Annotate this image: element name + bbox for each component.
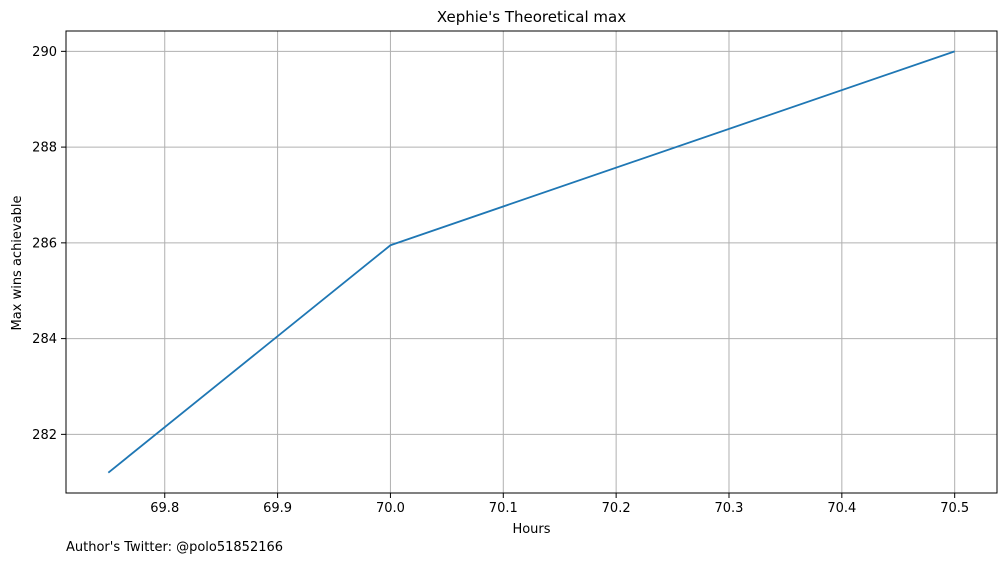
plot-area-frame: [65, 30, 998, 494]
x-tick-label: 70.3: [715, 501, 744, 516]
x-tick-label: 69.8: [150, 501, 179, 516]
axis-ticks: 69.8 69.9 70.0 70.1 70.2 70.3 70.4 70.5 282 284 28…: [32, 45, 969, 516]
y-tick-label: 288: [32, 141, 57, 156]
y-tick-label: 290: [32, 45, 57, 60]
x-tick-label: 69.9: [263, 501, 292, 516]
series-line: [107, 50, 955, 474]
x-tick-label: 70.1: [489, 501, 518, 516]
x-tick-label: 70.4: [827, 501, 856, 516]
author-credit: Author's Twitter: @polo51852166: [66, 540, 283, 555]
y-tick-label: 282: [32, 428, 57, 443]
grid-lines: [66, 31, 997, 493]
chart-title: Xephie's Theoretical max: [437, 8, 626, 26]
x-tick-label: 70.5: [940, 501, 969, 516]
x-tick-label: 70.0: [376, 501, 405, 516]
y-axis-label: Max wins achievable: [10, 196, 25, 331]
y-tick-label: 284: [32, 332, 57, 347]
x-axis-label: Hours: [512, 522, 550, 537]
y-tick-label: 286: [32, 236, 57, 251]
x-tick-label: 70.2: [602, 501, 631, 516]
series-layer: [107, 50, 955, 474]
